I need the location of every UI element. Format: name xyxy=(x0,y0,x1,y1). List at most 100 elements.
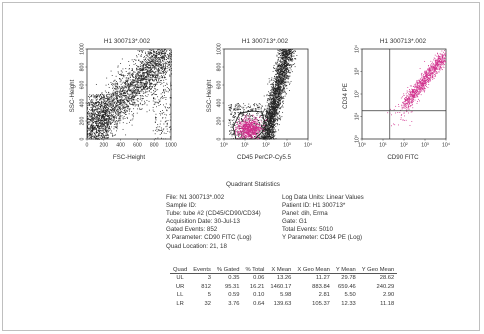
event-dot xyxy=(146,88,148,90)
event-dot xyxy=(142,66,144,68)
event-dot xyxy=(97,124,99,126)
event-dot xyxy=(286,64,288,66)
event-dot xyxy=(112,117,114,119)
event-dot xyxy=(87,125,88,126)
event-dot xyxy=(125,96,127,98)
event-dot xyxy=(141,51,143,52)
event-dot xyxy=(102,94,104,96)
event-dot xyxy=(280,89,282,91)
event-dot xyxy=(280,81,282,83)
event-dot xyxy=(148,67,150,69)
event-dot xyxy=(284,71,286,73)
event-dot xyxy=(96,103,98,105)
event-dot xyxy=(105,102,106,104)
event-dot xyxy=(291,56,293,57)
event-dot xyxy=(145,72,147,73)
event-dot xyxy=(103,96,104,98)
event-dot xyxy=(155,63,156,65)
event-dot xyxy=(164,49,166,51)
event-dot xyxy=(262,136,264,138)
event-dot xyxy=(94,125,96,127)
event-dot xyxy=(166,109,168,111)
event-dot xyxy=(95,137,97,139)
event-dot xyxy=(283,51,285,52)
event-dot xyxy=(129,79,131,81)
event-dot xyxy=(269,92,270,94)
event-dot xyxy=(99,122,100,124)
event-dot xyxy=(268,81,270,83)
event-dot xyxy=(136,73,138,75)
event-dot xyxy=(96,120,98,122)
event-dot xyxy=(286,65,287,67)
event-dot xyxy=(102,126,104,128)
event-dot xyxy=(289,52,291,54)
event-dot xyxy=(166,56,167,58)
event-dot xyxy=(107,123,109,124)
event-dot xyxy=(256,138,258,140)
event-dot xyxy=(149,77,151,78)
event-dot xyxy=(97,130,99,131)
event-dot xyxy=(119,86,120,87)
event-dot xyxy=(286,71,288,73)
event-dot xyxy=(149,69,150,71)
event-dot xyxy=(147,61,149,63)
event-dot xyxy=(106,94,108,96)
event-dot xyxy=(269,110,270,112)
event-dot xyxy=(98,102,99,103)
event-dot xyxy=(97,119,99,121)
event-dot xyxy=(289,67,291,69)
event-dot xyxy=(276,87,278,89)
event-dot xyxy=(117,113,119,115)
event-dot xyxy=(138,86,140,88)
event-dot xyxy=(266,136,267,138)
event-dot xyxy=(264,130,266,132)
event-dot xyxy=(96,129,97,131)
event-dot xyxy=(92,113,94,115)
event-dot xyxy=(281,83,283,85)
event-dot xyxy=(150,91,152,93)
event-dot xyxy=(111,75,113,76)
event-dot xyxy=(166,125,168,127)
event-dot xyxy=(92,118,93,120)
event-dot xyxy=(289,49,291,51)
event-dot xyxy=(103,117,105,118)
event-dot xyxy=(104,122,106,124)
event-dot xyxy=(141,82,143,84)
event-dot xyxy=(117,111,119,113)
event-dot xyxy=(273,103,275,105)
event-dot xyxy=(125,99,127,101)
event-dot xyxy=(117,65,119,67)
event-dot xyxy=(272,70,274,72)
event-dot xyxy=(87,108,88,109)
event-dot xyxy=(129,82,131,84)
event-dot xyxy=(136,83,138,85)
event-dot xyxy=(281,96,283,98)
event-dot xyxy=(289,57,291,58)
event-dot xyxy=(273,100,275,102)
event-dot xyxy=(117,99,119,101)
event-dot xyxy=(127,89,129,91)
event-dot xyxy=(111,114,112,115)
event-dot xyxy=(111,82,113,84)
event-dot xyxy=(140,82,142,84)
event-dot xyxy=(135,63,136,65)
event-dot xyxy=(164,62,166,64)
event-dot xyxy=(102,130,104,132)
event-dot xyxy=(117,114,119,116)
plot-dots xyxy=(228,49,298,140)
event-dot xyxy=(118,102,120,103)
event-dot xyxy=(87,121,89,123)
event-dot xyxy=(147,58,149,60)
event-dot xyxy=(96,138,97,139)
event-dot xyxy=(284,60,286,61)
event-dot xyxy=(166,114,167,116)
event-dot xyxy=(104,111,106,113)
event-dot xyxy=(98,95,100,96)
event-dot xyxy=(148,85,150,87)
event-dot xyxy=(164,121,166,123)
event-dot xyxy=(275,98,277,100)
event-dot xyxy=(103,122,105,124)
event-dot xyxy=(280,73,282,75)
event-dot xyxy=(160,63,162,65)
event-dot xyxy=(93,117,95,118)
